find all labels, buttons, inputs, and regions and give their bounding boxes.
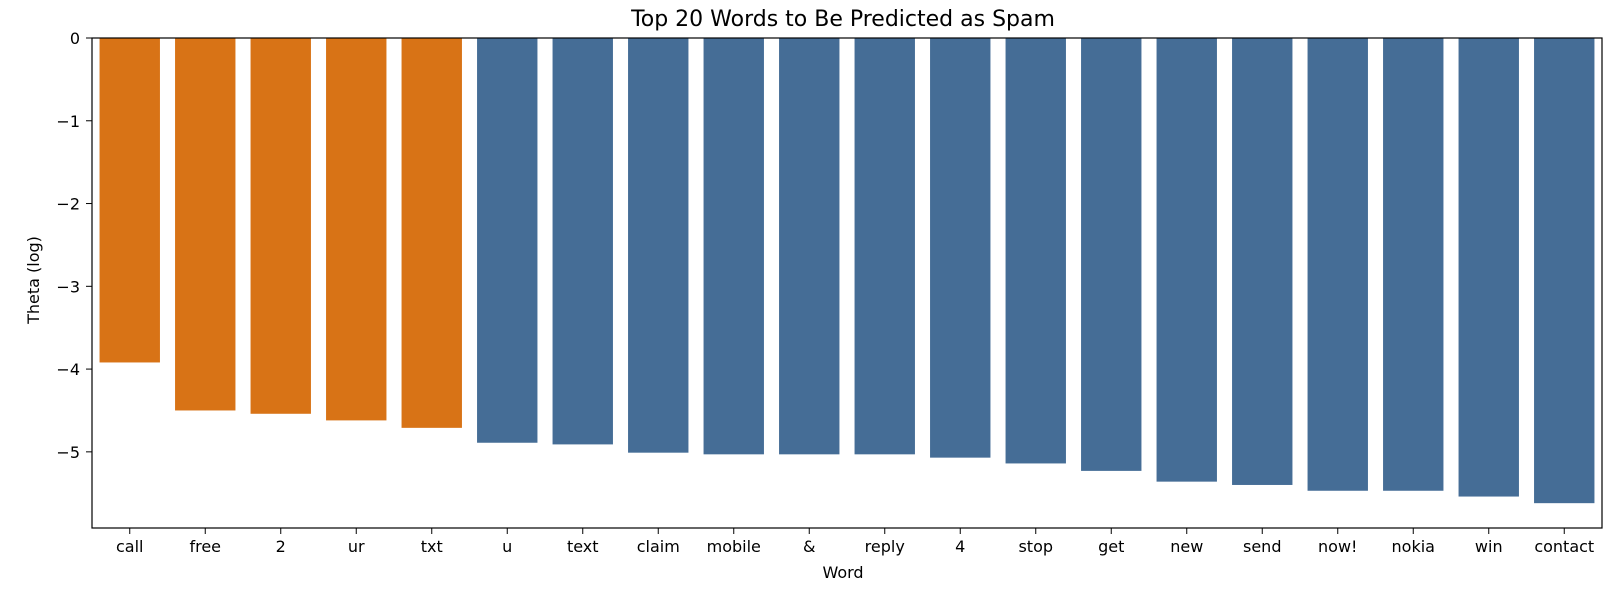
chart-title: Top 20 Words to Be Predicted as Spam (630, 7, 1055, 32)
x-axis-ticks: call free 2 ur txt u text claim mobile & reply 4 sto… (116, 528, 1594, 556)
bar-15 (1232, 38, 1293, 485)
x-tick-label: & (803, 537, 815, 556)
x-tick-label: call (116, 537, 144, 556)
x-tick-label: contact (1534, 537, 1594, 556)
x-tick-label: txt (421, 537, 443, 556)
bar-5 (477, 38, 538, 443)
x-tick-label: free (189, 537, 221, 556)
x-tick-label: new (1170, 537, 1203, 556)
x-tick-label: 4 (955, 537, 965, 556)
x-tick-label: ur (348, 537, 365, 556)
bar-19 (1534, 38, 1595, 504)
x-tick-label: claim (637, 537, 680, 556)
x-tick-label: 2 (276, 537, 286, 556)
bar-1 (175, 38, 236, 411)
y-axis-label: Theta (log) (24, 236, 43, 325)
y-tick-label: 0 (70, 29, 80, 48)
x-tick-label: nokia (1392, 537, 1435, 556)
bar-10 (854, 38, 915, 455)
x-tick-label: stop (1018, 537, 1053, 556)
x-tick-label: get (1098, 537, 1124, 556)
x-tick-label: win (1475, 537, 1503, 556)
bar-0 (99, 38, 160, 363)
bar-2 (250, 38, 311, 414)
x-tick-label: now! (1318, 537, 1357, 556)
x-tick-label: mobile (707, 537, 761, 556)
y-tick-label: −3 (56, 277, 80, 296)
bar-9 (779, 38, 840, 455)
axes-layer (91, 37, 1603, 529)
y-tick-label: −2 (56, 195, 80, 214)
y-tick-label: −1 (56, 112, 80, 131)
bar-7 (628, 38, 689, 453)
bars-layer (99, 38, 1595, 504)
bar-18 (1458, 38, 1519, 497)
bar-14 (1156, 38, 1217, 482)
x-tick-label: text (567, 537, 599, 556)
bar-17 (1383, 38, 1444, 491)
x-tick-label: reply (865, 537, 905, 556)
y-tick-label: −5 (56, 443, 80, 462)
bar-16 (1307, 38, 1368, 491)
x-tick-label: u (502, 537, 512, 556)
plot-frame (91, 37, 1603, 529)
y-tick-label: −4 (56, 360, 80, 379)
bar-4 (401, 38, 462, 428)
bar-11 (930, 38, 991, 458)
bar-13 (1081, 38, 1142, 471)
y-axis-ticks: 0 −1 −2 −3 −4 −5 (56, 29, 92, 462)
bar-6 (552, 38, 613, 445)
x-tick-label: send (1243, 537, 1281, 556)
bar-12 (1005, 38, 1066, 464)
bar-3 (326, 38, 387, 421)
bar-8 (703, 38, 764, 455)
x-axis-label: Word (822, 563, 863, 582)
